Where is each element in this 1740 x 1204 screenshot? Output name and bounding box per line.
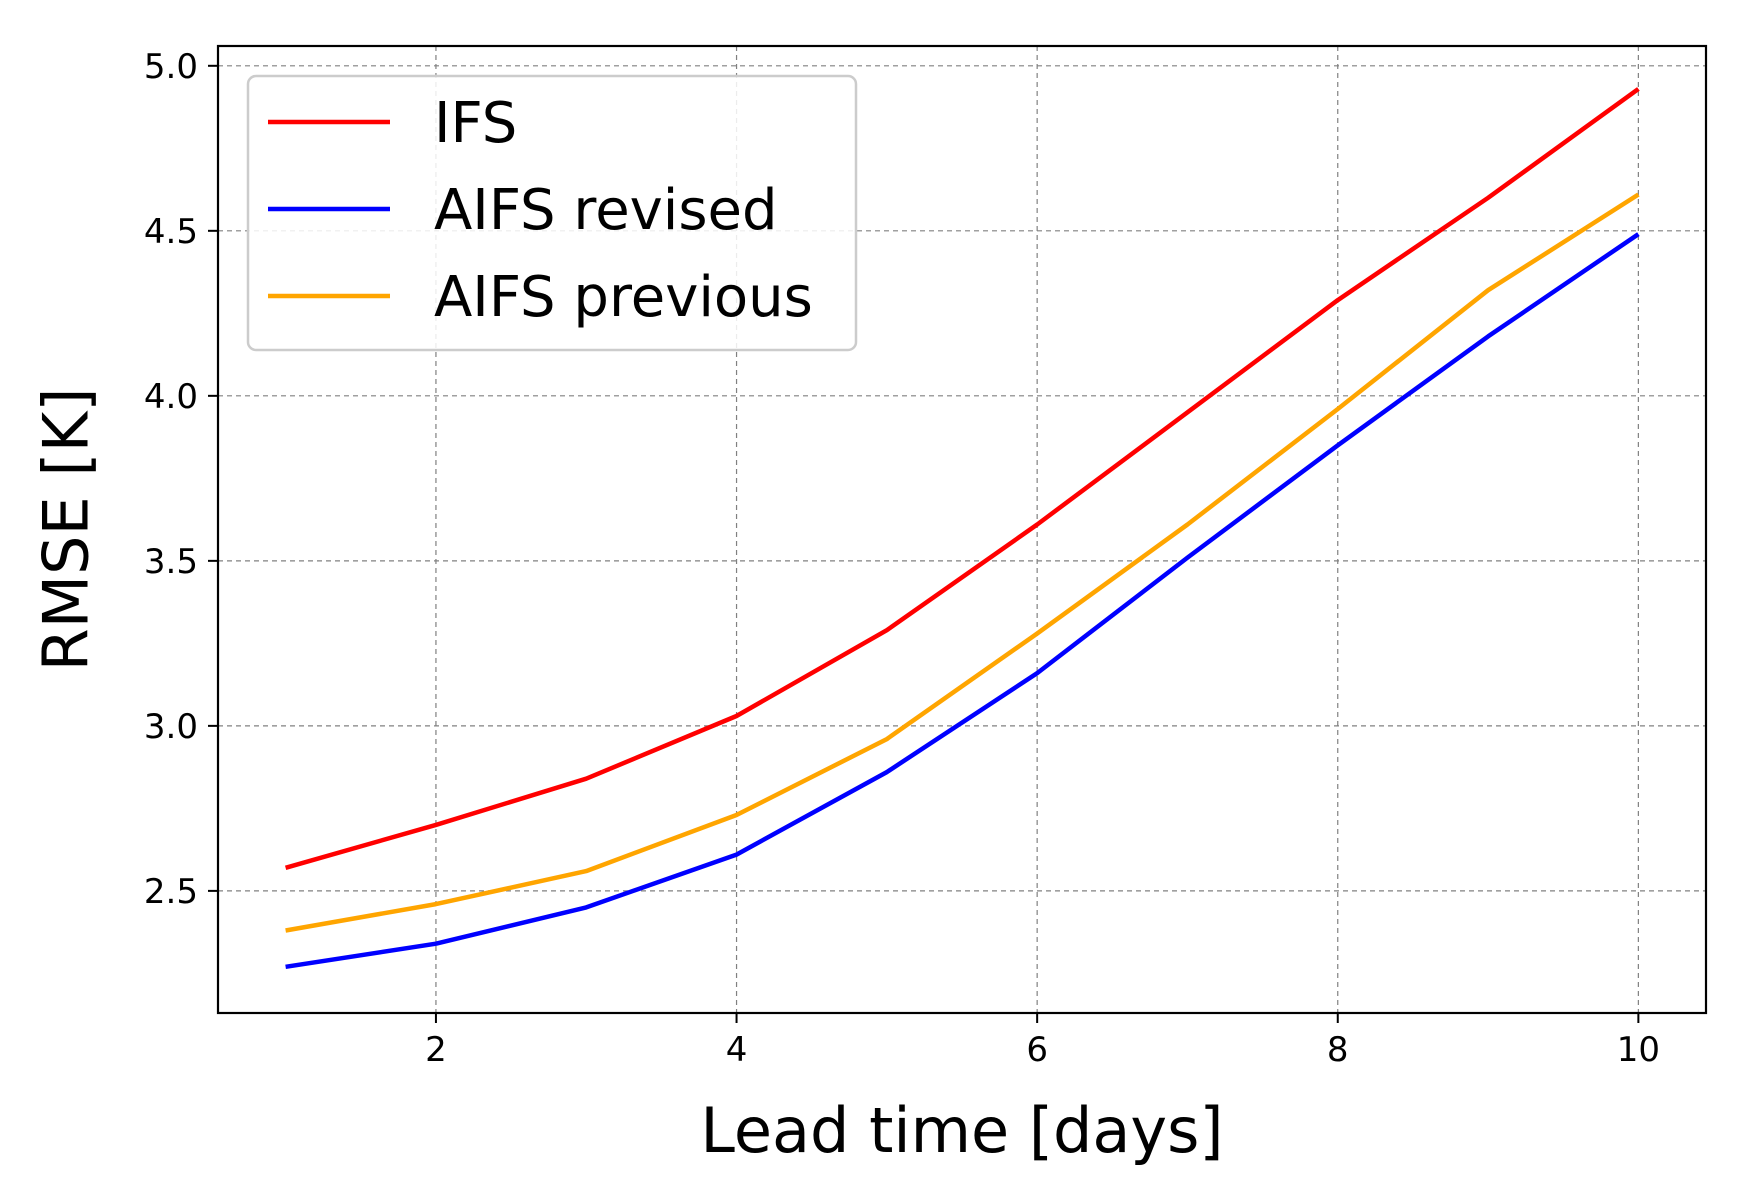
legend-box xyxy=(246,74,858,352)
legend-label-aifs-revised: AIFS revised xyxy=(434,178,778,243)
legend-label-aifs-previous: AIFS previous xyxy=(434,265,813,330)
series-line-ifs xyxy=(284,87,1640,870)
series-lines xyxy=(284,87,1640,970)
series-line-aifs-revised xyxy=(285,232,1640,970)
series-line-aifs-previous xyxy=(285,192,1640,933)
y-tick-label: 2.5 xyxy=(144,872,198,912)
x-tick-label: 10 xyxy=(1617,1030,1660,1070)
x-tick-label: 6 xyxy=(1026,1030,1048,1070)
y-tick-label: 3.5 xyxy=(144,542,198,582)
y-tick-label: 4.0 xyxy=(144,377,198,417)
x-tick-label: 4 xyxy=(726,1030,748,1070)
x-tick-label: 8 xyxy=(1327,1030,1349,1070)
y-axis-label: RMSE [K] xyxy=(30,388,103,672)
y-tick-label: 4.5 xyxy=(144,212,198,252)
legend-label-ifs: IFS xyxy=(434,91,517,156)
legend: IFS AIFS revised AIFS previous xyxy=(246,74,858,352)
y-tick-label: 5.0 xyxy=(144,47,198,87)
y-axis-ticks: 2.5 3.0 3.5 4.0 4.5 5.0 xyxy=(144,47,218,912)
plot-frame xyxy=(216,44,1708,1015)
y-tick-label: 3.0 xyxy=(144,707,198,747)
x-axis-ticks: 2 4 6 8 10 xyxy=(425,1013,1660,1070)
x-axis-label: Lead time [days] xyxy=(700,1094,1223,1167)
x-tick-label: 2 xyxy=(425,1030,447,1070)
